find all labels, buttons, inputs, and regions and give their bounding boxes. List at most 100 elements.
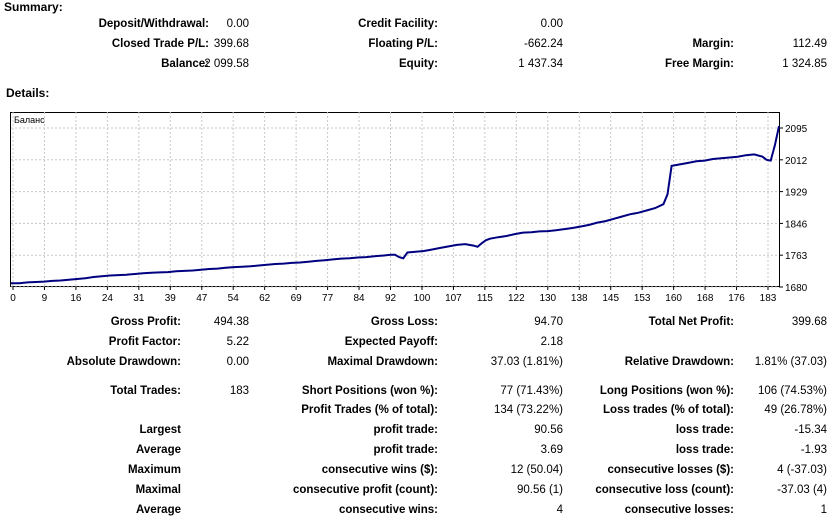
equity-value: 1 437.34 [518,58,563,70]
x-tick-label: 122 [508,293,525,304]
average-loss-label: loss trade: [675,444,734,456]
closed-pl-label: Closed Trade P/L: [111,38,209,50]
average-profit-value: 3.69 [540,444,563,456]
x-tick-label: 24 [102,293,114,304]
largest-label: Largest [139,424,181,436]
x-tick-label: 9 [42,293,48,304]
avg-cons-wins-value: 4 [556,504,563,516]
x-tick-label: 130 [539,293,556,304]
x-tick-label: 138 [571,293,588,304]
x-tick-label: 153 [634,293,651,304]
relative-drawdown-label: Relative Drawdown: [624,356,734,368]
x-tick-label: 16 [70,293,82,304]
profit-factor-value: 5.22 [226,336,249,348]
expected-payoff-label: Expected Payoff: [344,336,438,348]
maximal-cons-loss-label: consecutive loss (count): [595,484,734,496]
maximal-cons-loss-value: -37.03 (4) [777,484,827,496]
gross-loss-label: Gross Loss: [370,316,438,328]
max-cons-losses-value: 4 (-37.03) [777,464,827,476]
x-tick-label: 145 [602,293,619,304]
largest-loss-label: loss trade: [675,424,734,436]
y-tick-label: 1680 [785,283,808,294]
average-loss-value: -1.93 [800,444,827,456]
maximal-label: Maximal [135,484,181,496]
average-label: Average [136,444,181,456]
x-tick-label: 47 [196,293,208,304]
floating-pl-value: -662.24 [523,38,563,50]
total-trades-value: 183 [229,385,249,397]
profit-trades-label: Profit Trades (% of total): [301,404,438,416]
x-tick-label: 115 [477,293,493,304]
largest-loss-value: -15.34 [794,424,827,436]
gross-profit-value: 494.38 [213,316,249,328]
deposit-label: Deposit/Withdrawal: [98,18,209,30]
y-tick-label: 2095 [785,124,808,135]
loss-trades-label: Loss trades (% of total): [603,404,734,416]
profit-factor-label: Profit Factor: [108,336,181,348]
free-margin-value: 1 324.85 [782,58,827,70]
average-profit-label: profit trade: [373,444,438,456]
profit-trades-value: 134 (73.22%) [493,404,563,416]
max-cons-wins-label: consecutive wins ($): [321,464,438,476]
closed-pl-value: 399.68 [213,38,249,50]
long-positions-value: 106 (74.53%) [757,385,827,397]
balance-value: 2 099.58 [204,58,249,70]
chart-legend-label: Баланс [14,115,45,125]
max-cons-wins-value: 12 (50.04) [510,464,563,476]
average2-label: Average [136,504,181,516]
largest-profit-label: profit trade: [373,424,438,436]
x-tick-label: 31 [133,293,145,304]
total-net-profit-value: 399.68 [791,316,827,328]
y-tick-label: 1846 [785,219,808,230]
maximal-drawdown-value: 37.03 (1.81%) [490,356,563,368]
x-tick-label: 84 [353,293,365,304]
x-tick-label: 77 [322,293,334,304]
y-tick-label: 1763 [785,251,808,262]
relative-drawdown-value: 1.81% (37.03) [754,356,827,368]
gross-loss-value: 94.70 [534,316,563,328]
balance-label: Balance: [161,58,209,70]
maximum-label: Maximum [127,464,181,476]
max-cons-losses-label: consecutive losses ($): [607,464,734,476]
equity-label: Equity: [399,58,438,70]
absolute-drawdown-label: Absolute Drawdown: [66,356,181,368]
loss-trades-value: 49 (26.78%) [764,404,827,416]
short-positions-label: Short Positions (won %): [301,385,438,397]
x-tick-label: 0 [10,293,16,304]
x-tick-label: 92 [385,293,397,304]
x-tick-label: 107 [445,293,462,304]
x-tick-label: 62 [259,293,271,304]
avg-cons-losses-value: 1 [820,504,827,516]
deposit-value: 0.00 [226,18,249,30]
x-tick-label: 69 [291,293,303,304]
maximal-cons-profit-value: 90.56 (1) [516,484,563,496]
x-tick-label: 183 [760,293,777,304]
x-tick-label: 168 [697,293,714,304]
details-title: Details: [6,86,50,100]
summary-title: Summary: [4,0,63,14]
free-margin-label: Free Margin: [664,58,734,70]
floating-pl-label: Floating P/L: [368,38,438,50]
largest-profit-value: 90.56 [534,424,563,436]
y-tick-label: 1929 [785,188,808,199]
x-tick-label: 54 [228,293,240,304]
expected-payoff-value: 2.18 [540,336,563,348]
maximal-cons-profit-label: consecutive profit (count): [292,484,438,496]
x-tick-label: 176 [728,293,745,304]
avg-cons-wins-label: consecutive wins: [338,504,438,516]
gross-profit-label: Gross Profit: [110,316,181,328]
y-tick-label: 2012 [785,156,808,167]
x-tick-label: 39 [165,293,177,304]
balance-chart: 2095 2012 1929 1846 1763 1680 0 9 16 24 31 39 47 54 62… [10,112,808,304]
absolute-drawdown-value: 0.00 [226,356,249,368]
avg-cons-losses-label: consecutive losses: [624,504,734,516]
maximal-drawdown-label: Maximal Drawdown: [327,356,438,368]
margin-label: Margin: [692,38,734,50]
balance-line [11,125,780,285]
margin-value: 112.49 [792,38,827,50]
total-trades-label: Total Trades: [110,385,181,397]
credit-label: Credit Facility: [358,18,438,30]
credit-value: 0.00 [540,18,563,30]
short-positions-value: 77 (71.43%) [500,385,563,397]
x-tick-label: 100 [414,293,431,304]
